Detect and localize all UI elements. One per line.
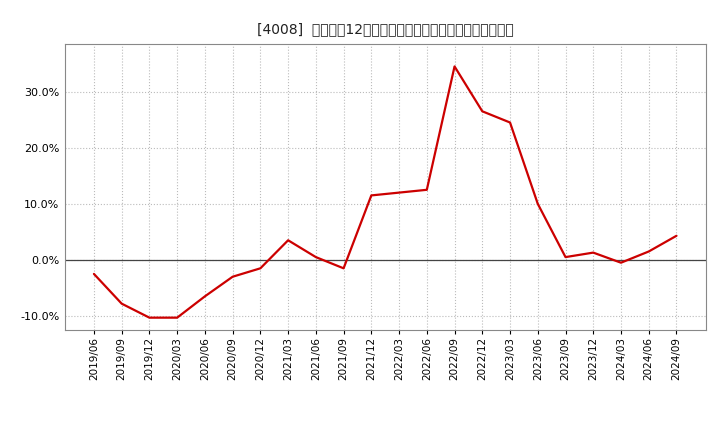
Title: [4008]  売上高の12か月移動合計の対前年同期増減率の推移: [4008] 売上高の12か月移動合計の対前年同期増減率の推移 (257, 22, 513, 36)
